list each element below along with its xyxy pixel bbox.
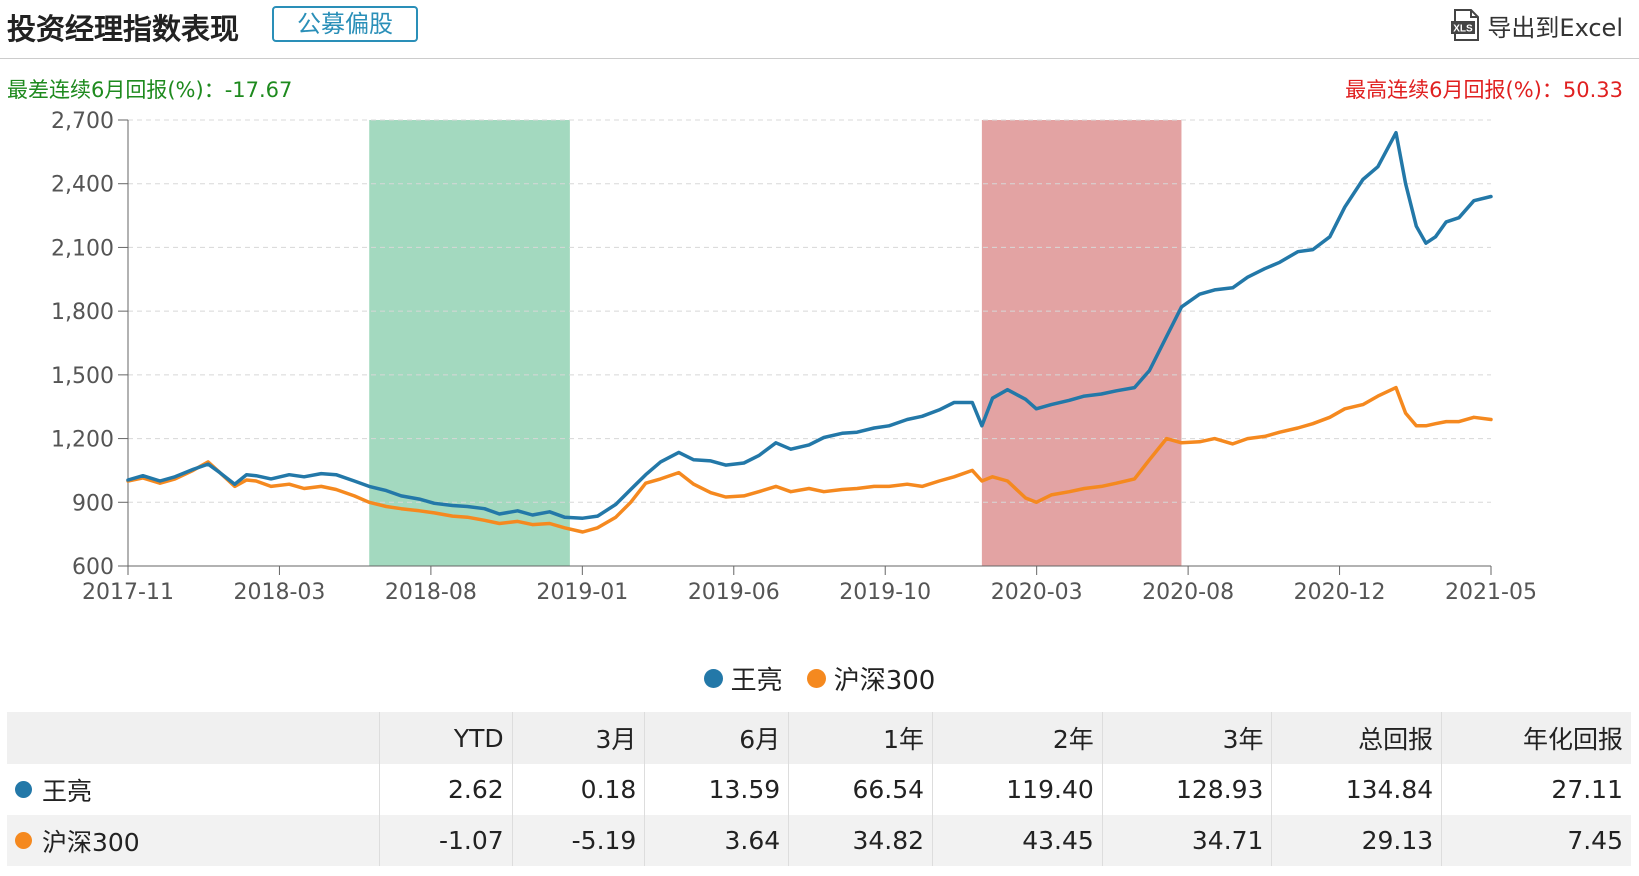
table-header-total: 总回报 [1271,712,1442,764]
table-cell: 128.93 [1101,764,1272,815]
y-tick-label: 900 [72,491,114,516]
legend-label-index: 沪深300 [833,666,936,696]
table-header-2y: 2年 [932,712,1103,764]
export-label: 导出到Excel [1487,13,1623,42]
table-cell: 119.40 [932,764,1103,815]
legend-item-index[interactable]: 沪深300 [806,660,936,697]
table-cell: 0.18 [511,764,645,815]
y-tick-label: 600 [72,555,114,580]
table-cell: -5.19 [511,815,645,866]
chart-legend: 王亮 沪深300 [0,660,1639,697]
performance-chart: 600 900 1,200 1,500 1,800 2,100 2,400 2,700 2017… [51,109,1537,605]
table-cell: 2.62 [379,764,513,815]
table-header-1y: 1年 [788,712,933,764]
category-tag[interactable]: 公募偏股 [272,6,418,42]
worst-period-band [369,120,570,566]
y-tick-label: 1,500 [51,364,114,389]
series-line-index [126,385,1493,534]
x-tick-label: 2020-08 [1142,580,1234,605]
y-tick-label: 2,700 [51,109,114,134]
legend-label-manager: 王亮 [730,666,783,696]
x-tick-label: 2018-03 [233,580,325,605]
x-tick-label: 2021-05 [1445,580,1537,605]
row-name: 沪深300 [42,827,140,857]
x-tick-label: 2019-01 [536,580,628,605]
table-header-annualized: 年化回报 [1441,712,1631,764]
row-name-cell: 王亮 [7,764,380,815]
x-tick-label: 2017-11 [82,580,174,605]
svg-text:XLS: XLS [1454,24,1474,35]
best-period-band [981,120,1182,566]
table-cell: 27.11 [1441,764,1631,815]
best-6m-return: 最高连续6月回报(%)：50.33 [1345,78,1623,102]
header: 投资经理指数表现 公募偏股 XLS 导出到Excel [0,0,1639,56]
y-tick-label: 2,100 [51,236,114,261]
header-divider [0,58,1639,59]
x-tick-label: 2020-12 [1294,580,1386,605]
table-cell: 13.59 [644,764,789,815]
row-name-cell: 沪深300 [7,815,380,866]
legend-item-manager[interactable]: 王亮 [703,660,783,697]
table-header-row: YTD 3月 6月 1年 2年 3年 总回报 年化回报 [7,712,1631,764]
row-dot-manager [15,781,32,798]
table-cell: 34.71 [1101,815,1272,866]
y-tick-label: 1,800 [51,300,114,325]
table-cell: 34.82 [788,815,933,866]
row-dot-index [15,832,32,849]
table-cell: 66.54 [788,764,933,815]
table-header-3y: 3年 [1101,712,1272,764]
x-tick-label: 2019-10 [839,580,931,605]
table-cell: 134.84 [1271,764,1442,815]
row-name: 王亮 [42,776,93,806]
xls-icon: XLS [1451,8,1481,42]
worst-6m-return: 最差连续6月回报(%)：-17.67 [7,78,293,102]
series-line-manager [126,130,1493,520]
x-tick-label: 2018-08 [385,580,477,605]
table-cell: -1.07 [379,815,513,866]
table-cell: 3.64 [644,815,789,866]
returns-table: YTD 3月 6月 1年 2年 3年 总回报 年化回报 王亮 2.62 0.18… [7,712,1631,866]
table-header-ytd: YTD [379,712,513,764]
table-header-3m: 3月 [511,712,645,764]
legend-dot-index [806,669,826,688]
export-excel-button[interactable]: XLS 导出到Excel [1451,7,1623,43]
x-tick-label: 2019-06 [688,580,780,605]
page-title: 投资经理指数表现 [7,12,240,46]
table-cell: 29.13 [1271,815,1442,866]
y-tick-label: 2,400 [51,173,114,198]
x-tick-label: 2020-03 [991,580,1083,605]
y-tick-label: 1,200 [51,428,114,453]
table-row: 王亮 2.62 0.18 13.59 66.54 119.40 128.93 1… [7,764,1631,815]
legend-dot-manager [703,669,723,688]
table-header-6m: 6月 [644,712,789,764]
table-row: 沪深300 -1.07 -5.19 3.64 34.82 43.45 34.71… [7,815,1631,866]
table-cell: 7.45 [1441,815,1631,866]
table-cell: 43.45 [932,815,1103,866]
table-header-blank [7,712,380,764]
